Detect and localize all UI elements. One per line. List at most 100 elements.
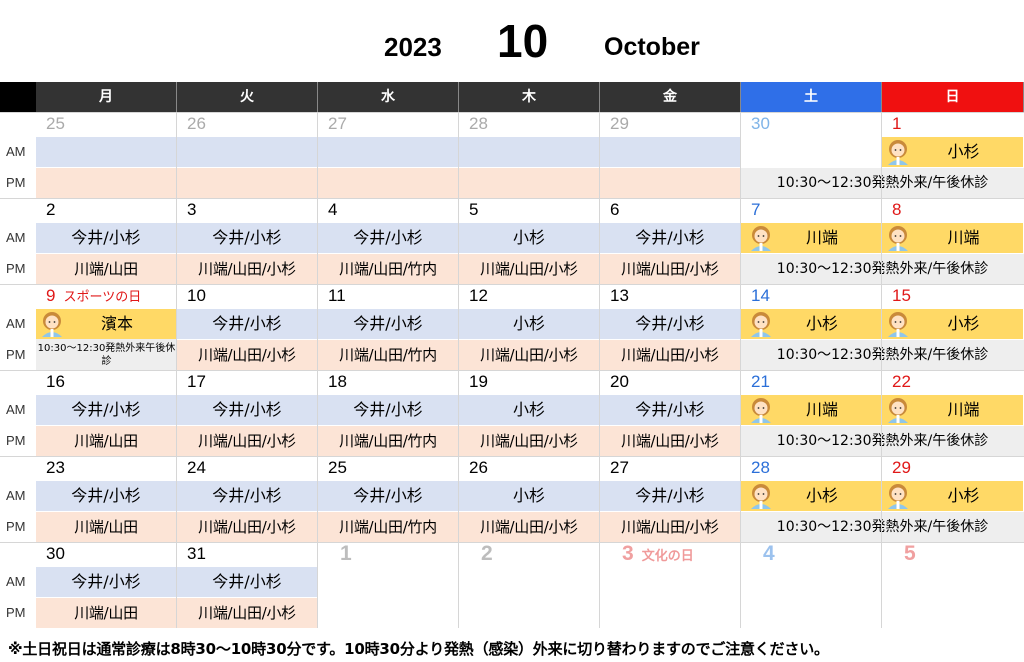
pm-slot: [177, 167, 318, 198]
month-name: October: [604, 33, 700, 61]
pm-row-label: PM: [0, 511, 36, 542]
holiday-label: 文化の日: [641, 549, 694, 564]
day-number: 30: [36, 542, 177, 566]
day-number: 15: [882, 284, 1024, 308]
am-slot: 今井/小杉: [36, 394, 177, 425]
day-number: 26: [177, 112, 318, 136]
sunday-am-slot: 小杉: [882, 136, 1024, 167]
doctor-avatar-icon: [888, 140, 908, 165]
day-number-text: 12: [469, 286, 488, 305]
calendar-header: 2023 10 October: [0, 0, 1024, 82]
weekday-header-0: 月: [36, 82, 177, 112]
day-number: 3 文化の日: [600, 542, 741, 566]
pm-slot: 川端/山田: [36, 597, 177, 628]
day-number: 23: [36, 456, 177, 480]
day-number-text: 19: [469, 372, 488, 391]
doctor-avatar-icon: [751, 484, 771, 509]
am-slot: 今井/小杉: [36, 566, 177, 597]
day-number-text: 27: [610, 458, 629, 477]
day-number: 16: [36, 370, 177, 394]
pm-row-label: PM: [0, 339, 36, 370]
weekend-pm-slot: 10:30～12:30発熱外来/午後休診: [741, 339, 1024, 370]
day-number-text: 14: [751, 286, 770, 305]
day-number: 27: [318, 112, 459, 136]
day-number: 2: [459, 542, 600, 566]
pm-row-label: PM: [0, 253, 36, 284]
day-number: 4: [318, 198, 459, 222]
day-number-text: 23: [46, 458, 65, 477]
am-slot: 小杉: [459, 394, 600, 425]
grid-line: [0, 370, 1024, 371]
pm-slot: 川端/山田/小杉: [459, 425, 600, 456]
day-number-text: 5: [469, 200, 479, 219]
pm-slot: [36, 167, 177, 198]
am-slot: 小杉: [459, 308, 600, 339]
am-slot: [600, 136, 741, 167]
doctor-name: 小杉: [947, 142, 980, 161]
pm-slot-holiday-note: 10:30～12:30発熱外来午後休診: [36, 339, 177, 370]
day-number-text: 25: [328, 458, 347, 477]
doctor-name: 小杉: [947, 486, 980, 505]
doctor-avatar-icon: [888, 398, 908, 423]
empty-slot: [741, 136, 882, 167]
doctor-avatar-icon: [888, 312, 908, 337]
day-number-text: 26: [187, 114, 206, 133]
day-number: 5: [882, 542, 1024, 566]
pm-slot: [459, 167, 600, 198]
empty-slot: [459, 566, 600, 597]
day-number: 6: [600, 198, 741, 222]
sunday-am-slot: 小杉: [882, 480, 1024, 511]
day-number-text: 29: [610, 114, 629, 133]
sunday-am-slot: 川端: [882, 394, 1024, 425]
holiday-label: スポーツの日: [63, 290, 142, 305]
pm-slot: 川端/山田/小杉: [177, 425, 318, 456]
pm-slot: 川端/山田/小杉: [177, 339, 318, 370]
weekend-pm-slot: 10:30～12:30発熱外来/午後休診: [741, 425, 1024, 456]
day-number: 20: [600, 370, 741, 394]
doctor-avatar-icon: [888, 226, 908, 251]
weekday-header-3: 木: [459, 82, 600, 112]
grid-line: [0, 542, 1024, 543]
saturday-am-slot: 川端: [741, 394, 882, 425]
day-number: 14: [741, 284, 882, 308]
empty-slot: [318, 566, 459, 597]
day-number-text: 1: [892, 114, 902, 133]
day-number-text: 18: [328, 372, 347, 391]
day-number-text: 25: [46, 114, 65, 133]
weekday-header-4: 金: [600, 82, 741, 112]
am-slot: 今井/小杉: [600, 308, 741, 339]
am-slot: [36, 136, 177, 167]
day-number: 18: [318, 370, 459, 394]
day-number: 19: [459, 370, 600, 394]
doctor-name: 小杉: [805, 486, 838, 505]
day-number: 2: [36, 198, 177, 222]
empty-slot: [600, 566, 741, 597]
pm-slot: 川端/山田/小杉: [600, 511, 741, 542]
grid-line: [0, 284, 1024, 285]
sunday-am-slot: 小杉: [882, 308, 1024, 339]
day-number-text: 6: [610, 200, 620, 219]
day-number-text: 13: [610, 286, 629, 305]
weekend-pm-slot: 10:30～12:30発熱外来/午後休診: [741, 167, 1024, 198]
day-number-text: 15: [892, 286, 911, 305]
day-number-text: 5: [904, 542, 916, 565]
day-number-text: 1: [340, 542, 352, 565]
doctor-name: 川端: [947, 228, 980, 247]
weekday-header-6: 日: [882, 82, 1024, 112]
day-number-text: 31: [187, 544, 206, 563]
sunday-am-slot: 川端: [882, 222, 1024, 253]
doctor-avatar-icon: [751, 312, 771, 337]
empty-slot: [882, 566, 1024, 597]
doctor-avatar-icon: [42, 312, 62, 337]
doctor-avatar-icon: [888, 484, 908, 509]
day-number-text: 27: [328, 114, 347, 133]
doctor-name: 川端: [805, 228, 838, 247]
day-number: 29: [600, 112, 741, 136]
day-number-text: 8: [892, 200, 902, 219]
footnote: ※土日祝日は通常診療は8時30～10時30分です。10時30分より発熱（感染）外…: [8, 640, 829, 658]
day-number: 7: [741, 198, 882, 222]
day-number: 17: [177, 370, 318, 394]
grid-line: [0, 198, 1024, 199]
am-slot: 小杉: [459, 222, 600, 253]
day-number: 1: [318, 542, 459, 566]
